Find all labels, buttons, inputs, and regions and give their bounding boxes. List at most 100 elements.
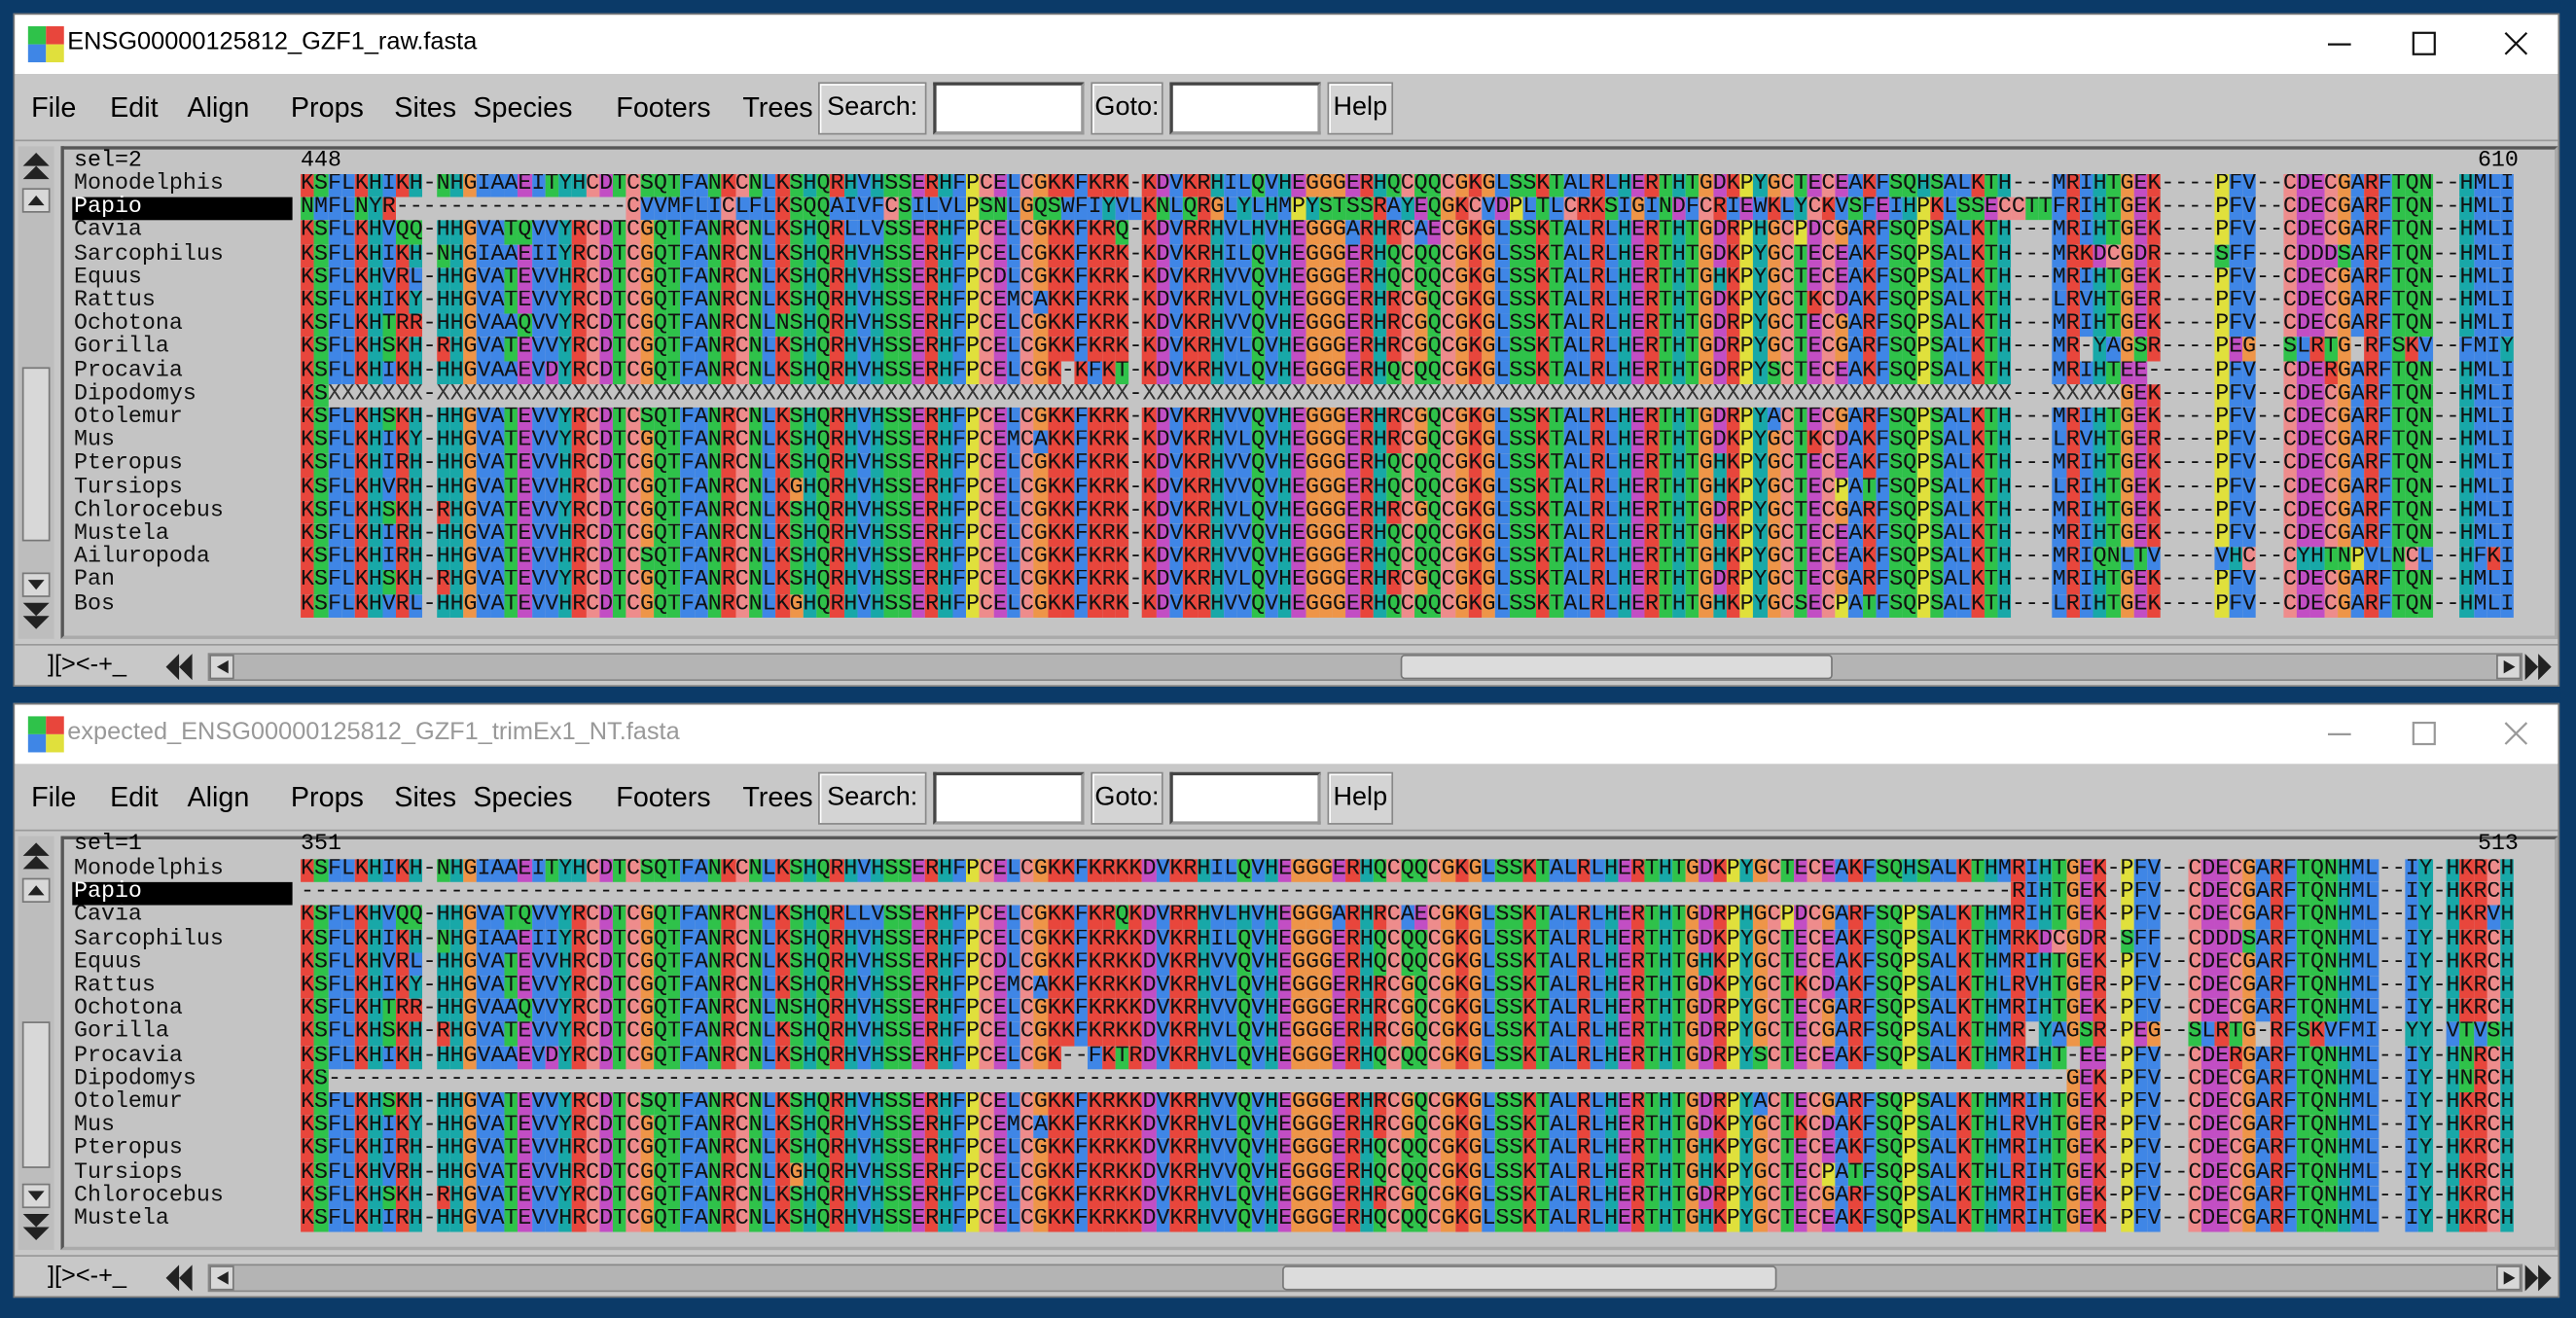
residue: K [775,243,790,267]
menu-item[interactable]: Edit [110,91,159,124]
menu-item[interactable]: File [31,781,77,813]
search-input[interactable] [933,82,1085,135]
menu-item[interactable]: Align [187,781,250,813]
residue: K [1115,523,1129,548]
search-label[interactable]: Search: [818,82,927,135]
menu-item[interactable]: Footers [616,91,711,124]
residue: G [1332,243,1346,267]
menu-item[interactable]: Sites [394,781,457,813]
footer-controls[interactable]: ][><-+_ [47,650,126,679]
menu-item[interactable]: Props [290,91,364,124]
sequence: KSFLKHVQQ-HHGVATQVVYRCDTCGQTFANRCNLKSHQR… [301,220,2519,244]
goto-input[interactable] [1169,771,1321,825]
residue: D [1699,976,1713,1000]
species-name[interactable]: Ailuropoda [73,545,210,571]
residue: - [721,1069,735,1092]
residue: - [2378,952,2392,976]
menu-item[interactable]: Trees [742,781,813,813]
residue: C [2283,174,2298,197]
residue: - [694,882,708,906]
menu-item[interactable]: Trees [742,91,813,124]
species-name[interactable]: Papio [72,881,293,907]
species-name[interactable]: Chlorocebus [73,499,224,524]
menu-item[interactable]: Species [473,91,573,124]
residue: L [340,430,355,454]
species-name[interactable]: Sarcophilus [73,927,224,952]
species-name[interactable]: Tursiops [73,476,183,501]
species-name[interactable]: Papio [72,196,293,221]
menu-item[interactable]: Sites [394,91,457,124]
window-controls[interactable] [2308,24,2555,64]
residue: D [599,547,614,571]
window-controls[interactable] [2308,715,2555,755]
residue: H [939,976,953,1000]
horizontal-scrollbar[interactable] [162,651,2555,684]
residue: R [1591,407,1605,431]
residue: V [531,453,546,478]
residue: V [381,593,396,618]
residue: H [2093,407,2107,431]
species-name[interactable]: Mus [73,429,115,454]
species-name[interactable]: Rattus [73,289,156,314]
residue: L [1563,952,1578,977]
species-name[interactable]: Sarcophilus [73,242,224,267]
vertical-scrollbar[interactable] [18,146,54,639]
residue: F [2337,1022,2351,1047]
species-name[interactable]: Equus [73,950,142,976]
species-name[interactable]: Cavia [73,219,142,244]
species-name[interactable]: Bos [73,591,115,618]
residue: G [1305,500,1319,524]
help-button[interactable]: Help [1327,771,1394,825]
species-name[interactable]: Procavia [73,359,183,384]
species-name[interactable]: Gorilla [73,336,169,361]
help-button[interactable]: Help [1327,82,1394,135]
residue: - [2270,337,2284,361]
species-name[interactable]: Gorilla [73,1020,169,1046]
goto-input[interactable] [1169,82,1321,135]
species-name[interactable]: Equus [73,266,142,291]
residue: P [2215,500,2230,524]
species-name[interactable]: Dipodomys [73,382,197,408]
residue: - [816,882,831,906]
menu-item[interactable]: Align [187,91,250,124]
menu-item[interactable]: Species [473,781,573,813]
species-name[interactable]: Mustela [73,522,169,548]
species-name[interactable]: Procavia [73,1044,183,1069]
residue: F [1862,999,1877,1023]
goto-label[interactable]: Goto: [1091,771,1163,825]
species-name[interactable]: Monodelphis [73,857,224,882]
species-name[interactable]: Cavia [73,904,142,929]
species-name[interactable]: Pan [73,568,115,594]
menu-item[interactable]: File [31,91,77,124]
residue: C [1400,547,1414,571]
species-name[interactable]: Ochotona [73,312,183,338]
species-name[interactable]: Pteropus [73,452,183,478]
residue: H [1278,407,1293,431]
residue: R [1101,1092,1116,1116]
residue: H [1618,360,1632,384]
vertical-scrollbar[interactable] [18,836,54,1251]
search-label[interactable]: Search: [818,771,927,825]
menu-item[interactable]: Footers [616,781,711,813]
menu-item[interactable]: Edit [110,781,159,813]
residue: S [1509,952,1523,977]
species-name[interactable]: Ochotona [73,997,183,1022]
residue: R [2364,220,2379,244]
residue: R [925,1092,940,1116]
residue: S [2337,243,2351,267]
species-name[interactable]: Otolemur [73,406,183,431]
residue: T [1984,243,1998,267]
residue: F [680,523,695,548]
residue: Q [653,859,667,883]
residue: R [1183,952,1198,977]
menu-item[interactable]: Props [290,781,364,813]
species-name[interactable]: Rattus [73,974,156,999]
residue: R [1577,929,1592,953]
residue: R [830,453,844,478]
goto-label[interactable]: Goto: [1091,82,1163,135]
species-name[interactable]: Dipodomys [73,1067,197,1092]
residue: S [314,570,328,594]
search-input[interactable] [933,771,1085,825]
species-name[interactable]: Monodelphis [73,172,224,197]
species-name[interactable]: Otolemur [73,1090,183,1116]
